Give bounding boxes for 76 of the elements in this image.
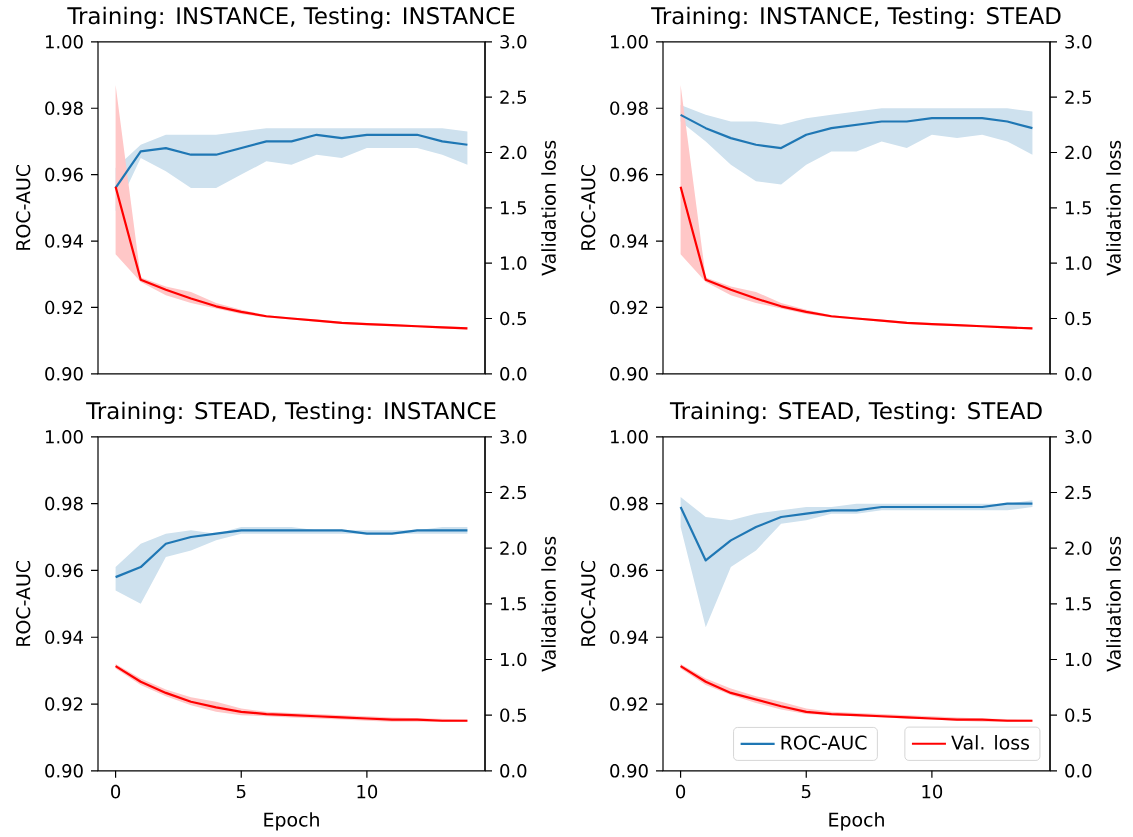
y2-tick-label: 1.5 (501, 597, 526, 611)
y2-tick-label: 0.0 (500, 764, 527, 778)
y2-tick-label: 1.5 (1066, 597, 1091, 611)
y-tick-label: 1.00 (46, 35, 83, 49)
x-tick-label: 10 (922, 784, 943, 799)
y2-tick-label: 1.0 (501, 256, 527, 270)
y-tick-label: 0.98 (610, 496, 648, 511)
y-tick-label: 0.94 (610, 630, 648, 644)
y2-tick-label: 3.0 (500, 35, 527, 49)
y2-tick-label: 1.5 (1066, 201, 1091, 215)
y2-tick-label: 1.0 (501, 652, 527, 667)
y-axis-title: ROC-AUC (581, 560, 596, 646)
y2-tick-label: 1.0 (1066, 256, 1092, 270)
y-tick-label: 0.90 (610, 367, 648, 381)
y2-tick-label: 3.0 (1065, 430, 1092, 444)
y2-tick-label: 0.5 (500, 311, 526, 326)
y-tick-label: 0.96 (610, 167, 648, 182)
y2-tick-label: 2.5 (500, 90, 526, 104)
y-tick-label: 0.94 (45, 630, 83, 644)
chart-title: Training: STEAD, Testing: INSTANCE (86, 401, 496, 424)
y2-tick-label: 2.0 (1065, 541, 1092, 555)
y-tick-label: 0.98 (45, 496, 83, 511)
line-series (114, 185, 469, 330)
y2-tick-label: 0.0 (1065, 764, 1092, 778)
y-tick-label: 0.94 (610, 234, 648, 248)
y2-tick-label: 0.5 (1065, 708, 1091, 722)
y2-axis-title: Validation loss (1106, 536, 1121, 672)
y2-axis-title: Validation loss (541, 536, 556, 672)
y-tick-label: 1.00 (611, 430, 648, 444)
y-tick-label: 0.96 (610, 563, 648, 578)
y-tick-label: 0.98 (45, 101, 83, 115)
y2-tick-label: 3.0 (1065, 35, 1092, 49)
y-axis-title: ROC-AUC (581, 164, 596, 250)
y2-tick-label: 0.5 (1065, 311, 1091, 326)
y-tick-label: 0.90 (610, 764, 648, 778)
chart-title: Training: STEAD, Testing: STEAD (669, 401, 1042, 424)
x-tick-label: 0 (111, 784, 121, 799)
y-tick-label: 1.00 (611, 35, 648, 49)
x-tick-label: 5 (801, 784, 811, 799)
y2-axis-title: Validation loss (1106, 140, 1121, 276)
y2-tick-label: 2.0 (500, 541, 527, 555)
y-tick-label: 0.90 (45, 764, 83, 778)
y2-tick-label: 0.0 (1065, 367, 1092, 381)
x-tick-label: 0 (676, 784, 686, 799)
y-tick-label: 0.96 (45, 167, 83, 182)
y-axis-title: ROC-AUC (16, 560, 31, 646)
legend-label: Val. loss (951, 735, 1030, 750)
y-tick-label: 0.92 (45, 300, 83, 315)
y2-tick-label: 0.0 (500, 367, 527, 381)
y2-tick-label: 2.5 (1065, 485, 1091, 500)
y2-tick-label: 2.0 (500, 145, 527, 160)
y-tick-label: 0.90 (45, 367, 83, 381)
legend-label: ROC-AUC (781, 735, 867, 750)
y-tick-label: 0.92 (610, 300, 648, 315)
x-axis-title: Epoch (264, 812, 319, 831)
y-tick-label: 0.92 (610, 697, 648, 711)
y-tick-label: 1.00 (46, 430, 83, 444)
chart-title: Training: INSTANCE, Testing: STEAD (651, 6, 1061, 29)
y2-tick-label: 0.5 (500, 708, 526, 722)
y-tick-label: 0.96 (45, 563, 83, 578)
x-tick-label: 10 (357, 784, 378, 799)
x-axis-title: Epoch (829, 812, 884, 831)
y2-tick-label: 3.0 (500, 430, 527, 444)
y2-axis-title: Validation loss (541, 140, 556, 276)
y-tick-label: 0.92 (45, 697, 83, 711)
y2-tick-label: 1.5 (501, 201, 526, 215)
line-series (679, 185, 1034, 330)
y-tick-label: 0.98 (610, 101, 648, 115)
x-tick-label: 5 (236, 784, 246, 799)
y2-tick-label: 1.0 (1066, 652, 1092, 667)
y2-tick-label: 2.5 (1065, 90, 1091, 104)
y2-tick-label: 2.5 (500, 485, 526, 500)
y-axis-title: ROC-AUC (16, 164, 31, 250)
y-tick-label: 0.94 (45, 234, 83, 248)
chart-title: Training: INSTANCE, Testing: INSTANCE (67, 6, 515, 29)
y2-tick-label: 2.0 (1065, 145, 1092, 160)
